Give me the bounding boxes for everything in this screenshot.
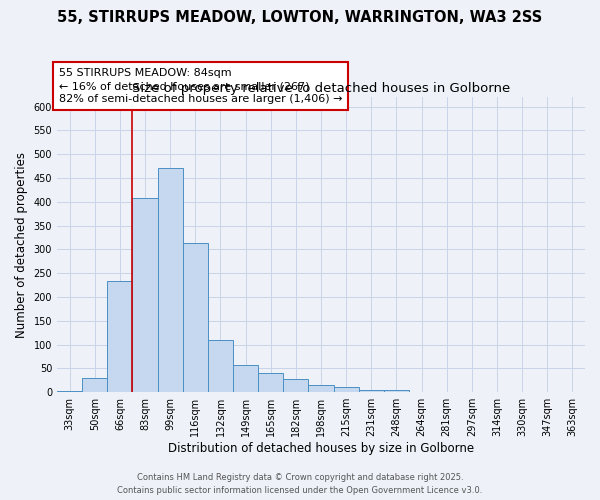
Bar xyxy=(233,365,258,392)
Text: 55 STIRRUPS MEADOW: 84sqm
← 16% of detached houses are smaller (267)
82% of semi: 55 STIRRUPS MEADOW: 84sqm ← 16% of detac… xyxy=(59,68,342,104)
Bar xyxy=(158,168,183,392)
Text: 55, STIRRUPS MEADOW, LOWTON, WARRINGTON, WA3 2SS: 55, STIRRUPS MEADOW, LOWTON, WARRINGTON,… xyxy=(58,10,542,25)
Bar xyxy=(57,391,82,392)
Bar xyxy=(208,340,233,392)
Bar xyxy=(359,390,384,392)
Bar xyxy=(183,243,208,392)
Title: Size of property relative to detached houses in Golborne: Size of property relative to detached ho… xyxy=(132,82,510,94)
Bar xyxy=(384,390,409,392)
Text: Contains HM Land Registry data © Crown copyright and database right 2025.
Contai: Contains HM Land Registry data © Crown c… xyxy=(118,474,482,495)
Bar xyxy=(258,373,283,392)
Bar xyxy=(107,282,133,392)
X-axis label: Distribution of detached houses by size in Golborne: Distribution of detached houses by size … xyxy=(168,442,474,455)
Bar xyxy=(308,385,334,392)
Bar xyxy=(283,380,308,392)
Bar xyxy=(133,198,158,392)
Y-axis label: Number of detached properties: Number of detached properties xyxy=(15,152,28,338)
Bar xyxy=(334,388,359,392)
Bar xyxy=(82,378,107,392)
